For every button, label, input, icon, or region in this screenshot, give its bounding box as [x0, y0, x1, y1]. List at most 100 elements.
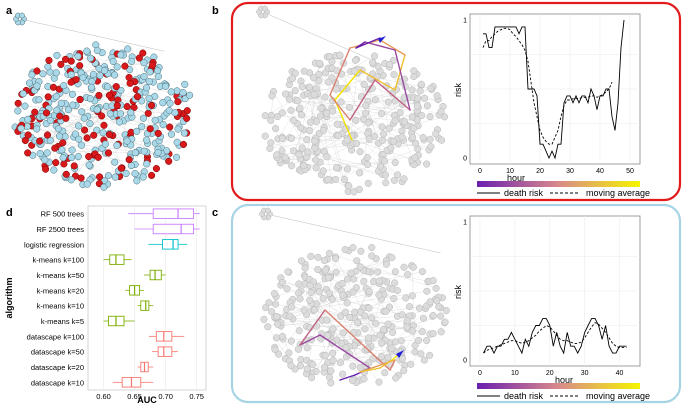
- network-node: [429, 277, 437, 285]
- network-node: [363, 160, 372, 169]
- network-node: [270, 289, 278, 298]
- panel-label-c: c: [212, 207, 218, 219]
- network-node: [307, 118, 315, 126]
- network-edge: [326, 156, 384, 170]
- y-tick-label: 1: [463, 220, 467, 227]
- risk-plot-b: risk hour 0 10 20 30 40 50 0 1: [453, 13, 641, 183]
- network-node: [130, 103, 138, 112]
- network-node: [336, 51, 344, 59]
- network-node: [391, 338, 399, 346]
- y-tick-label: 0: [463, 156, 467, 163]
- network-node: [167, 88, 175, 96]
- network-edge: [289, 299, 333, 317]
- trajectory-segment: [334, 69, 361, 101]
- network-node: [77, 141, 85, 149]
- network-node: [423, 336, 431, 345]
- trajectory-segment: [339, 374, 356, 381]
- network-node: [126, 79, 134, 87]
- network-node: [387, 144, 395, 152]
- network-node: [127, 109, 135, 117]
- network-node: [408, 86, 416, 94]
- box: [149, 269, 162, 281]
- network-node: [416, 87, 424, 95]
- network-node: [423, 287, 431, 295]
- network-node: [126, 66, 134, 74]
- network-node: [33, 82, 41, 90]
- network-node: [407, 360, 415, 368]
- network-node: [165, 157, 173, 165]
- network-node: [426, 351, 434, 359]
- box: [152, 208, 195, 219]
- network-node: [262, 5, 268, 12]
- network-node: [328, 295, 336, 303]
- network-node: [183, 114, 191, 122]
- network-node: [117, 86, 125, 94]
- network-node: [96, 71, 104, 80]
- category-label: RF 500 trees: [41, 210, 85, 219]
- network-node: [142, 84, 151, 92]
- network-node: [400, 118, 408, 126]
- network-node: [364, 179, 372, 187]
- network-node: [333, 120, 341, 128]
- network-node: [55, 132, 64, 140]
- network-node: [406, 303, 414, 311]
- network-node: [433, 297, 441, 305]
- network-node: [117, 51, 125, 59]
- network-node: [171, 109, 179, 117]
- network-node: [375, 277, 383, 285]
- network-node: [138, 123, 146, 131]
- network-node: [340, 176, 348, 184]
- trajectory-segment: [374, 79, 411, 111]
- network-node: [127, 161, 135, 170]
- network-node: [111, 71, 119, 79]
- network-node: [57, 99, 65, 107]
- network-node: [426, 135, 434, 143]
- network-node: [95, 91, 103, 99]
- x-tick-label: 50: [626, 168, 634, 175]
- network-node: [375, 378, 383, 386]
- network-node: [76, 96, 84, 104]
- x-tick-label: 0.75: [189, 392, 204, 401]
- network-node: [339, 291, 347, 299]
- network-node: [133, 177, 141, 185]
- network-node: [394, 171, 402, 179]
- network-node: [72, 76, 80, 84]
- network-node: [104, 83, 112, 91]
- network-node: [328, 58, 336, 66]
- network-node: [100, 183, 108, 191]
- network-node: [52, 159, 60, 167]
- network-node: [96, 173, 104, 181]
- network-node: [410, 72, 418, 81]
- network-node: [316, 112, 325, 120]
- network-node: [319, 167, 327, 175]
- network-node: [113, 63, 121, 71]
- network-node: [60, 160, 68, 168]
- network-node: [124, 45, 132, 53]
- network-node: [427, 143, 435, 151]
- network-node: [68, 154, 76, 162]
- network-node: [316, 59, 324, 67]
- network-node: [140, 147, 148, 155]
- network-node: [94, 153, 102, 161]
- network-edge: [46, 140, 66, 177]
- network-node: [323, 153, 331, 161]
- network-node: [131, 149, 139, 157]
- network-node: [393, 287, 402, 295]
- network-node: [368, 243, 376, 252]
- trajectory-segment: [349, 79, 376, 121]
- network-node: [332, 268, 340, 276]
- network-node: [310, 91, 318, 99]
- boxplot-xlabel: AUC: [137, 395, 157, 405]
- network-node: [99, 129, 107, 137]
- panel-c-frame: [230, 203, 682, 404]
- network-node: [265, 207, 271, 214]
- network-node: [297, 356, 305, 364]
- network-node: [397, 337, 405, 345]
- network-node: [378, 123, 386, 131]
- network-node: [287, 362, 295, 370]
- network-node: [408, 113, 416, 121]
- network-node: [262, 304, 270, 312]
- network-node: [362, 109, 370, 117]
- network-node: [267, 116, 275, 124]
- network-node: [441, 318, 449, 326]
